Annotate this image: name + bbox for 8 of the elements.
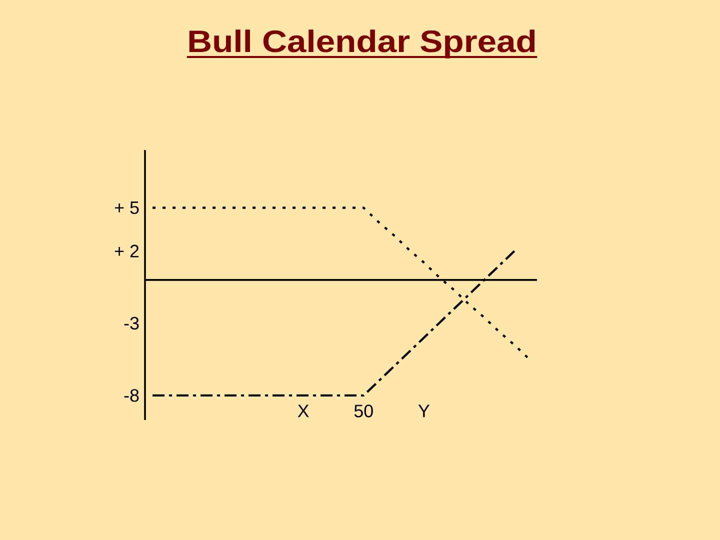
y-tick-label: -3 bbox=[124, 316, 139, 330]
x-tick-label: Y bbox=[418, 404, 430, 418]
chart-title: Bull Calendar Spread bbox=[189, 30, 535, 58]
x-tick-label: X bbox=[298, 404, 309, 418]
y-tick-label: + 2 bbox=[114, 244, 139, 258]
y-tick-label: -8 bbox=[124, 389, 139, 402]
y-tick-label: + 5 bbox=[114, 201, 139, 214]
x-tick-label: 50 bbox=[354, 404, 373, 418]
